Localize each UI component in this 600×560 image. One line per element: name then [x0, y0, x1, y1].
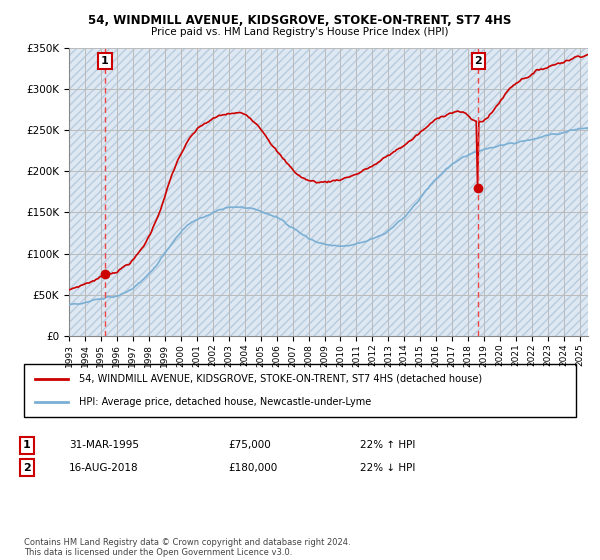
Text: HPI: Average price, detached house, Newcastle-under-Lyme: HPI: Average price, detached house, Newc…	[79, 397, 371, 407]
Text: 22% ↓ HPI: 22% ↓ HPI	[360, 463, 415, 473]
Text: 1: 1	[101, 56, 109, 66]
Text: 54, WINDMILL AVENUE, KIDSGROVE, STOKE-ON-TRENT, ST7 4HS (detached house): 54, WINDMILL AVENUE, KIDSGROVE, STOKE-ON…	[79, 374, 482, 384]
Text: 2: 2	[23, 463, 31, 473]
Text: 16-AUG-2018: 16-AUG-2018	[69, 463, 139, 473]
Text: £180,000: £180,000	[228, 463, 277, 473]
Text: 22% ↑ HPI: 22% ↑ HPI	[360, 440, 415, 450]
Text: £75,000: £75,000	[228, 440, 271, 450]
Text: Contains HM Land Registry data © Crown copyright and database right 2024.
This d: Contains HM Land Registry data © Crown c…	[24, 538, 350, 557]
Text: Price paid vs. HM Land Registry's House Price Index (HPI): Price paid vs. HM Land Registry's House …	[151, 27, 449, 37]
Text: 54, WINDMILL AVENUE, KIDSGROVE, STOKE-ON-TRENT, ST7 4HS: 54, WINDMILL AVENUE, KIDSGROVE, STOKE-ON…	[88, 14, 512, 27]
Text: 31-MAR-1995: 31-MAR-1995	[69, 440, 139, 450]
Text: 1: 1	[23, 440, 31, 450]
Text: 2: 2	[475, 56, 482, 66]
